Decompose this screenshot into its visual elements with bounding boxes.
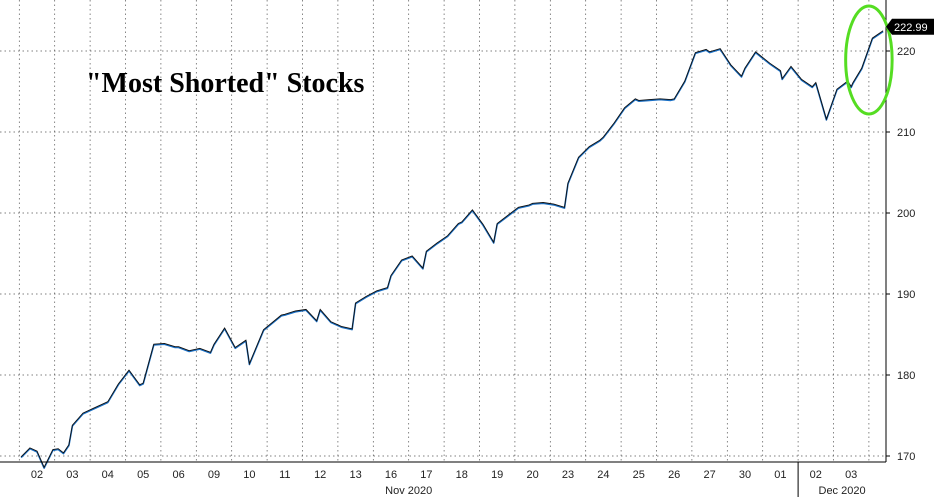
x-tick-label: 18 (456, 469, 468, 481)
x-tick-label: 05 (137, 469, 149, 481)
x-tick-label: 25 (633, 469, 645, 481)
y-tick-label: 220 (897, 46, 915, 58)
x-tick-label: 24 (597, 469, 609, 481)
y-axis: 170 180 190 200 210 220 (885, 0, 915, 463)
x-tick-label: 09 (208, 469, 220, 481)
x-tick-label: 12 (314, 469, 326, 481)
x-tick-label: 03 (66, 469, 78, 481)
annotation-group (844, 4, 894, 116)
y-tick-label: 180 (897, 370, 915, 382)
x-tick-label: 20 (526, 469, 538, 481)
x-tick-label: 06 (172, 469, 184, 481)
month-label: Nov 2020 (385, 485, 432, 497)
y-tick-label: 200 (897, 208, 915, 220)
month-label: Dec 2020 (819, 485, 866, 497)
y-tick-label: 210 (897, 127, 915, 139)
x-tick-label: 30 (739, 469, 751, 481)
x-tick-label: 03 (845, 469, 857, 481)
x-tick-label: 11 (279, 469, 290, 481)
series-line-overlay (20, 30, 884, 469)
x-tick-label: 16 (385, 469, 397, 481)
x-axis: 02 03 04 05 06 09 10 11 12 13 16 17 18 19 20 23 24 25 26 27… (0, 461, 886, 497)
x-tick-label: 01 (774, 469, 786, 481)
x-tick-label: 13 (349, 469, 361, 481)
x-tick-label: 23 (562, 469, 574, 481)
x-tick-label: 10 (243, 469, 255, 481)
x-tick-label: 26 (668, 469, 680, 481)
y-tick-label: 170 (897, 451, 915, 463)
last-price-tag: 222.99 (886, 18, 934, 35)
x-tick-label: 02 (810, 469, 822, 481)
last-price-tag-bg (886, 18, 934, 35)
grid (0, 0, 886, 462)
last-price-label: 222.99 (894, 22, 928, 34)
chart-title: "Most Shorted" Stocks (86, 68, 365, 99)
series-group (20, 30, 884, 469)
x-tick-label: 19 (491, 469, 503, 481)
x-tick-label: 02 (31, 469, 43, 481)
x-tick-label: 04 (102, 469, 114, 481)
y-tick-label: 190 (897, 289, 915, 301)
x-tick-label: 17 (420, 469, 432, 481)
x-tick-label: 27 (703, 469, 715, 481)
highlight-ellipse (844, 4, 894, 116)
